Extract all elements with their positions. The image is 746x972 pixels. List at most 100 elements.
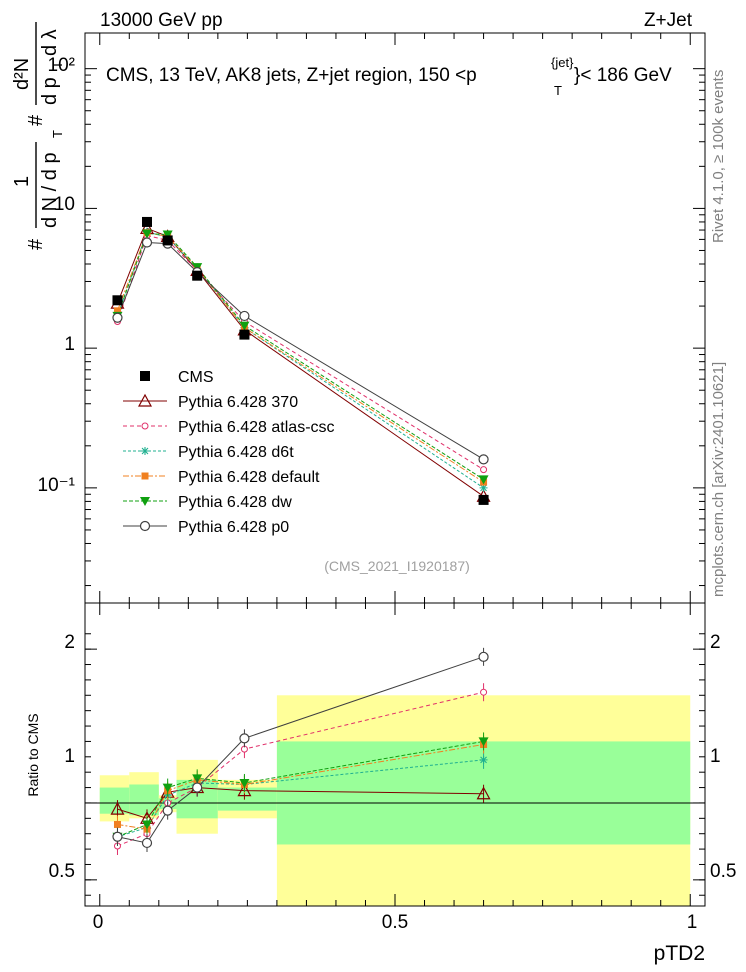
y-tick-label-1: 1 bbox=[64, 334, 75, 355]
legend-marker-cms-shape bbox=[140, 371, 150, 381]
ratio-uncertainty-bands bbox=[99, 695, 691, 906]
legend-marker-dw bbox=[140, 497, 150, 506]
legend-marker-default bbox=[141, 472, 149, 480]
series-line-p0 bbox=[117, 241, 484, 460]
marker-cms-shape bbox=[162, 235, 173, 246]
marker-dw-shape bbox=[142, 229, 152, 239]
ratio-tick-label-left-1: 1 bbox=[64, 746, 75, 767]
x-tick-label-2: 1 bbox=[687, 912, 698, 933]
marker-dw bbox=[142, 229, 152, 239]
legend-marker-atlas-shape bbox=[141, 422, 149, 430]
marker-cms bbox=[142, 216, 152, 227]
marker-d6t-shape bbox=[479, 483, 488, 492]
ratio-marker-dw-shape bbox=[478, 737, 489, 747]
marker-cms-shape bbox=[478, 494, 489, 505]
y-axis-label-main: # 1 d N / d p T # d²N d p T d λ bbox=[11, 22, 65, 250]
y-axis-label-ratio: Ratio to CMS bbox=[25, 713, 41, 796]
ratio-marker-p0-shape bbox=[239, 733, 250, 744]
ratio-marker-d6t-shape bbox=[479, 755, 488, 764]
ratio-line-d6t bbox=[117, 759, 484, 838]
legend-marker-p0-shape bbox=[139, 520, 151, 532]
marker-cms bbox=[112, 295, 123, 306]
ratio-marker-dw-shape bbox=[142, 820, 152, 830]
ratio-marker-p0-shape bbox=[112, 831, 123, 842]
ratio-marker-default-shape bbox=[113, 820, 121, 828]
y-tick-label-3: 10² bbox=[48, 55, 75, 76]
marker-cms-shape bbox=[239, 329, 250, 340]
legend-marker-dw-shape bbox=[140, 497, 150, 506]
ylabel-one: 1 bbox=[11, 176, 33, 187]
marker-cms bbox=[162, 235, 173, 246]
ratio-marker-p370 bbox=[110, 801, 125, 815]
ylabel-d2n: d²N bbox=[11, 58, 33, 90]
header-left: 13000 GeV pp bbox=[100, 10, 223, 31]
marker-cms-shape bbox=[142, 216, 152, 227]
ratio-marker-atlas bbox=[480, 688, 488, 696]
ratio-tick-label-right-1: 1 bbox=[710, 746, 721, 767]
ratio-marker-p0 bbox=[192, 782, 203, 793]
ratio-band-inner bbox=[99, 787, 130, 814]
ylabel-dlambda: d λ bbox=[39, 29, 61, 56]
ratio-marker-p370-shape bbox=[476, 786, 491, 800]
ratio-marker-atlas-shape bbox=[480, 688, 488, 696]
legend-label-atlas: Pythia 6.428 atlas-csc bbox=[178, 419, 335, 436]
chart-title-sub: T bbox=[554, 83, 562, 98]
ylabel-dp: d p bbox=[39, 77, 61, 105]
series-line-dw bbox=[117, 233, 484, 480]
ratio-marker-d6t bbox=[479, 755, 488, 764]
marker-dw bbox=[478, 475, 489, 485]
ylabel-hash-2: # bbox=[25, 114, 47, 126]
marker-atlas bbox=[480, 466, 488, 474]
marker-dw-shape bbox=[478, 475, 489, 485]
ratio-marker-p0 bbox=[478, 651, 489, 662]
marker-p0-shape bbox=[112, 312, 123, 323]
ratio-line-p370 bbox=[117, 787, 484, 819]
marker-cms-shape bbox=[192, 270, 203, 281]
series-line-default bbox=[117, 232, 484, 483]
legend-label-p370: Pythia 6.428 370 bbox=[178, 394, 298, 411]
ratio-tick-label-right-0: 0.5 bbox=[710, 861, 736, 882]
ratio-line-dw bbox=[117, 740, 484, 838]
ratio-tick-label-right-2: 2 bbox=[710, 632, 721, 653]
marker-p0-shape bbox=[141, 237, 153, 248]
ratio-marker-p0-shape bbox=[162, 805, 173, 816]
marker-dw bbox=[239, 321, 250, 331]
ratio-series-markers bbox=[110, 647, 491, 856]
ratio-marker-p0 bbox=[112, 831, 123, 842]
main-ticks bbox=[85, 33, 705, 603]
marker-default-shape bbox=[113, 307, 121, 315]
main-series-markers bbox=[110, 216, 491, 505]
marker-cms bbox=[192, 270, 203, 281]
marker-dw bbox=[162, 230, 173, 240]
ylabel-dn-dpt: d N / d p bbox=[39, 152, 61, 228]
ratio-marker-dw bbox=[162, 783, 173, 793]
series-line-d6t bbox=[117, 231, 484, 489]
ratio-series-lines bbox=[117, 656, 484, 847]
ratio-line-default bbox=[117, 744, 484, 830]
ylabel-t-2: T bbox=[50, 61, 65, 69]
ratio-marker-p0 bbox=[239, 733, 250, 744]
ratio-marker-dw bbox=[478, 737, 489, 747]
legend-marker-d6t-shape bbox=[141, 447, 149, 455]
marker-p0 bbox=[112, 312, 123, 323]
ratio-marker-p0 bbox=[141, 837, 153, 849]
marker-dw-shape bbox=[162, 230, 173, 240]
legend: CMS Pythia 6.428 370 Pythia 6.428 atlas-… bbox=[123, 369, 335, 536]
ratio-marker-p370-shape bbox=[237, 783, 252, 797]
marker-p0 bbox=[141, 237, 153, 248]
main-frame bbox=[84, 32, 706, 604]
marker-cms-shape bbox=[112, 295, 123, 306]
ratio-ticks bbox=[85, 603, 705, 906]
x-axis-label: pTD2 bbox=[654, 942, 705, 965]
header-right: Z+Jet bbox=[644, 10, 693, 31]
chart-title: CMS, 13 TeV, AK8 jets, Z+jet region, 150… bbox=[106, 65, 477, 86]
ratio-marker-p0-shape bbox=[478, 651, 489, 662]
ratio-marker-p370-shape bbox=[110, 801, 125, 815]
x-tick-label-1: 0.5 bbox=[382, 912, 408, 933]
x-tick-label-0: 0 bbox=[93, 912, 104, 933]
marker-atlas-shape bbox=[480, 466, 488, 474]
ylabel-t-1: T bbox=[50, 130, 65, 138]
ratio-tick-label-left-0: 0.5 bbox=[49, 861, 75, 882]
marker-cms bbox=[239, 329, 250, 340]
